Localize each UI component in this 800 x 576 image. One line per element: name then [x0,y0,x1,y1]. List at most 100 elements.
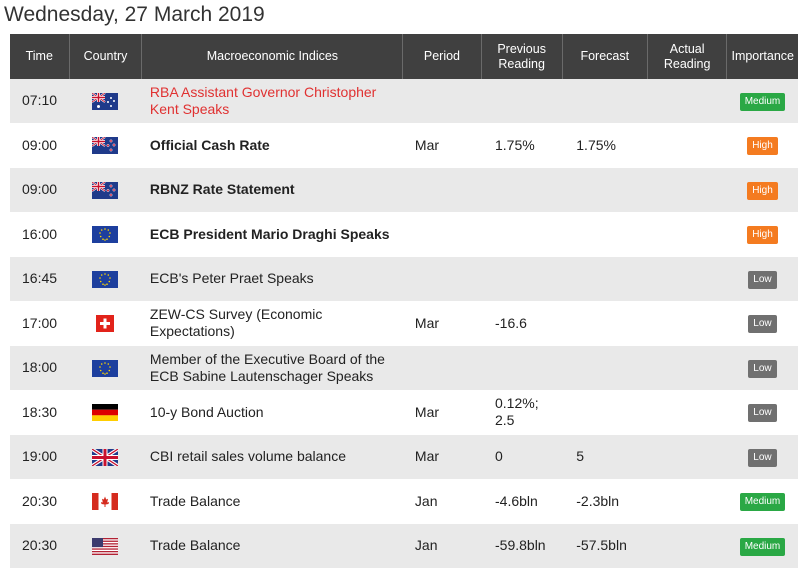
importance-badge: Medium [739,92,786,111]
header-time[interactable]: Time [10,34,70,79]
table-row[interactable]: 20:30 Trade Balance Jan -59.8bln -57.5bln Med… [10,523,798,569]
importance-badge: Low [748,359,777,378]
importance-cell: High [726,123,798,168]
event-name[interactable]: Member of the Executive Board of the ECB… [141,345,403,391]
actual-reading [647,123,727,168]
actual-reading [647,390,727,435]
event-name[interactable]: ECB's Peter Praet Speaks [141,256,403,302]
new-zealand-flag-icon [92,181,119,199]
forecast-value [562,390,648,435]
country-flag-cell [69,256,142,302]
table-row[interactable]: 09:00 RBNZ Rate Statement High [10,167,798,213]
previous-reading: -4.6bln [481,479,563,524]
forecast-value [562,212,648,257]
event-period: Mar [402,390,481,435]
header-country[interactable]: Country [68,34,142,79]
forecast-value [562,167,648,213]
event-period: Jan [402,523,481,569]
event-period [402,256,481,302]
table-row[interactable]: 16:45 ECB's Peter Praet Speaks Low [10,256,798,302]
event-period: Mar [402,434,481,480]
table-header-row: Time Country Macroeconomic Indices Perio… [10,34,798,79]
event-time: 20:30 [10,479,70,524]
importance-cell: Medium [726,79,798,124]
header-previous[interactable]: Previous Reading [480,34,563,79]
event-name[interactable]: 10-y Bond Auction [141,390,403,435]
event-time: 07:10 [10,79,70,124]
usa-flag-icon [92,537,119,555]
table-row[interactable]: 18:30 10-y Bond Auction Mar 0.12%; 2.5 Low [10,390,798,435]
importance-badge: Medium [739,493,786,512]
forecast-value: 1.75% [562,123,648,168]
eu-flag-icon [92,226,119,244]
event-period: Mar [402,123,481,168]
importance-badge: High [747,137,778,156]
importance-cell: Low [726,390,798,435]
new-zealand-flag-icon [92,137,119,155]
forecast-value [562,79,648,124]
importance-cell: Low [726,301,798,346]
importance-cell: Low [726,256,798,302]
table-row[interactable]: 09:00 Official Cash Rate Mar 1.75% 1.75% High [10,123,798,168]
switzerland-flag-icon [92,315,118,333]
event-period [402,212,481,257]
event-period [402,345,481,391]
event-name[interactable]: RBA Assistant Governor Christopher Kent … [141,79,403,124]
header-period[interactable]: Period [402,34,481,79]
importance-badge: Medium [739,537,786,556]
uk-flag-icon [92,448,119,466]
event-name[interactable]: RBNZ Rate Statement [141,167,403,213]
event-time: 09:00 [10,167,70,213]
header-indices[interactable]: Macroeconomic Indices [141,34,403,79]
event-name[interactable]: ECB President Mario Draghi Speaks [141,212,403,257]
event-time: 18:00 [10,345,70,391]
event-name[interactable]: Official Cash Rate [141,123,403,168]
table-row[interactable]: 19:00 CBI retail sales volume balance Mar 0… [10,434,798,480]
country-flag-cell [69,345,142,391]
importance-badge: Low [748,315,777,334]
previous-reading: -16.6 [481,301,563,346]
table-row[interactable]: 20:30 Trade Balance Jan -4.6bln -2.3bln Mediu… [10,479,798,524]
previous-reading: -59.8bln [481,523,563,569]
table-row[interactable]: 16:00 ECB President Mario Draghi Speaks Hi… [10,212,798,257]
importance-cell: Low [726,345,798,391]
actual-reading [647,256,727,302]
event-time: 09:00 [10,123,70,168]
country-flag-cell [69,79,142,124]
importance-badge: High [747,181,778,200]
importance-badge: Low [748,448,777,467]
event-time: 17:00 [10,301,70,346]
event-time: 16:45 [10,256,70,302]
actual-reading [647,479,727,524]
country-flag-cell [69,167,142,213]
page-title: Wednesday, 27 March 2019 [4,3,265,26]
header-forecast[interactable]: Forecast [561,34,648,79]
actual-reading [647,301,727,346]
country-flag-cell [69,301,142,346]
previous-reading: 0.12%; 2.5 [481,390,563,435]
actual-reading [647,79,727,124]
event-name[interactable]: CBI retail sales volume balance [141,434,403,480]
forecast-value: -57.5bln [562,523,648,569]
importance-cell: High [726,212,798,257]
economic-calendar-table: Time Country Macroeconomic Indices Perio… [10,34,798,569]
header-actual[interactable]: Actual Reading [646,34,727,79]
event-name[interactable]: Trade Balance [141,479,403,524]
country-flag-cell [69,390,142,435]
previous-reading [481,345,563,391]
australia-flag-icon [92,92,119,110]
previous-reading [481,212,563,257]
header-importance[interactable]: Importance [726,34,798,79]
importance-badge: Low [748,270,777,289]
importance-cell: Low [726,434,798,480]
previous-reading [481,167,563,213]
actual-reading [647,167,727,213]
importance-cell: Medium [726,479,798,524]
actual-reading [647,212,727,257]
event-name[interactable]: ZEW-CS Survey (Economic Expectations) [141,301,403,346]
table-row[interactable]: 18:00 Member of the Executive Board of th… [10,345,798,391]
table-row[interactable]: 07:10 RBA Assistant Governor Christopher … [10,79,798,124]
table-row[interactable]: 17:00 ZEW-CS Survey (Economic Expectation… [10,301,798,346]
event-name[interactable]: Trade Balance [141,523,403,569]
event-time: 19:00 [10,434,70,480]
